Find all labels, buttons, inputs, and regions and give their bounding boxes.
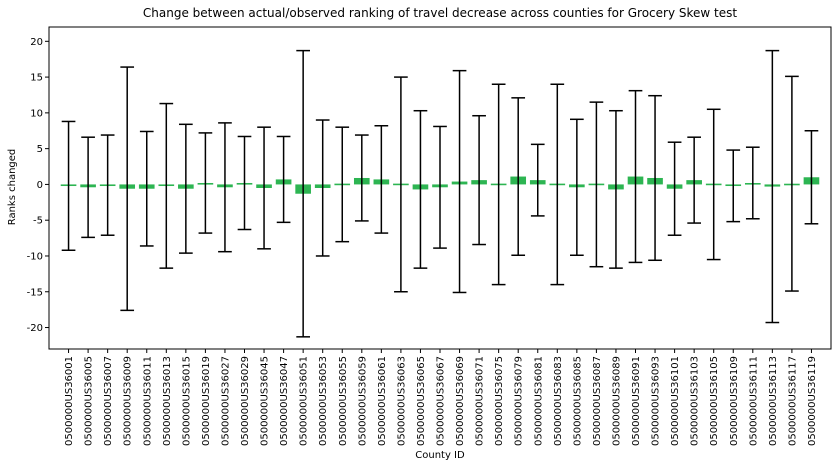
x-tick-label: 0500000US36087 bbox=[592, 356, 603, 446]
x-tick-label: 0500000US36069 bbox=[455, 356, 466, 446]
x-axis-label: County ID bbox=[415, 450, 465, 461]
x-tick-label: 0500000US36007 bbox=[103, 356, 114, 446]
y-tick-label: -20 bbox=[27, 323, 43, 334]
x-tick-label: 0500000US36071 bbox=[475, 356, 486, 446]
x-tick-label: 0500000US36081 bbox=[533, 356, 544, 446]
x-tick-label: 0500000US36103 bbox=[690, 356, 701, 446]
x-tick-label: 0500000US36061 bbox=[377, 356, 388, 446]
y-tick-label: -5 bbox=[33, 216, 43, 227]
x-tick-label: 0500000US36111 bbox=[748, 356, 759, 446]
plot-area: -20 -15 -10 -5 0 5 10 15 20 0500000US36001 0500000… bbox=[27, 26, 832, 446]
y-tick-label: 0 bbox=[37, 180, 43, 191]
x-tick-label: 0500000US36029 bbox=[240, 356, 251, 446]
y-tick-label: 15 bbox=[30, 73, 43, 84]
x-tick-label: 0500000US36053 bbox=[318, 356, 329, 446]
x-tick-label: 0500000US36067 bbox=[436, 356, 447, 446]
x-tick-label: 0500000US36055 bbox=[338, 356, 349, 446]
x-tick-label: 0500000US36013 bbox=[162, 356, 173, 446]
x-tick-label: 0500000US36093 bbox=[651, 356, 662, 446]
chart-title: Change between actual/observed ranking o… bbox=[143, 6, 737, 20]
y-tick-label: 20 bbox=[30, 37, 43, 48]
x-tick-label: 0500000US36019 bbox=[201, 356, 212, 446]
x-tick-label: 0500000US36005 bbox=[84, 356, 95, 446]
y-axis-label: Ranks changed bbox=[7, 149, 18, 226]
x-tick-label: 0500000US36075 bbox=[494, 356, 505, 446]
y-tick-label: -10 bbox=[27, 251, 43, 262]
y-tick-label: -15 bbox=[27, 287, 43, 298]
x-tick-label: 0500000US36083 bbox=[553, 356, 564, 446]
x-tick-label: 0500000US36047 bbox=[279, 356, 290, 446]
x-tick-label: 0500000US36089 bbox=[611, 356, 622, 446]
x-tick-label: 0500000US36091 bbox=[631, 356, 642, 446]
x-tick-label: 0500000US36015 bbox=[181, 356, 192, 446]
x-tick-label: 0500000US36117 bbox=[787, 356, 798, 446]
x-tick-label: 0500000US36011 bbox=[142, 356, 153, 446]
x-tick-label: 0500000US36001 bbox=[64, 356, 75, 446]
x-tick-label: 0500000US36079 bbox=[514, 356, 525, 446]
x-tick-label: 0500000US36113 bbox=[768, 356, 779, 446]
x-tick-label: 0500000US36051 bbox=[299, 356, 310, 446]
x-tick-label: 0500000US36009 bbox=[123, 356, 134, 446]
x-tick-label: 0500000US36045 bbox=[260, 356, 271, 446]
y-tick-label: 5 bbox=[37, 144, 43, 155]
x-tick-label: 0500000US36063 bbox=[396, 356, 407, 446]
x-tick-label: 0500000US36109 bbox=[729, 356, 740, 446]
x-tick-label: 0500000US36027 bbox=[220, 356, 231, 446]
x-tick-label: 0500000US36119 bbox=[807, 356, 818, 446]
x-tick-label: 0500000US36085 bbox=[572, 356, 583, 446]
x-tick-label: 0500000US36065 bbox=[416, 356, 427, 446]
x-tick-label: 0500000US36101 bbox=[670, 356, 681, 446]
x-tick-label: 0500000US36059 bbox=[357, 356, 368, 446]
y-tick-label: 10 bbox=[30, 108, 43, 119]
x-tick-label: 0500000US36105 bbox=[709, 356, 720, 446]
